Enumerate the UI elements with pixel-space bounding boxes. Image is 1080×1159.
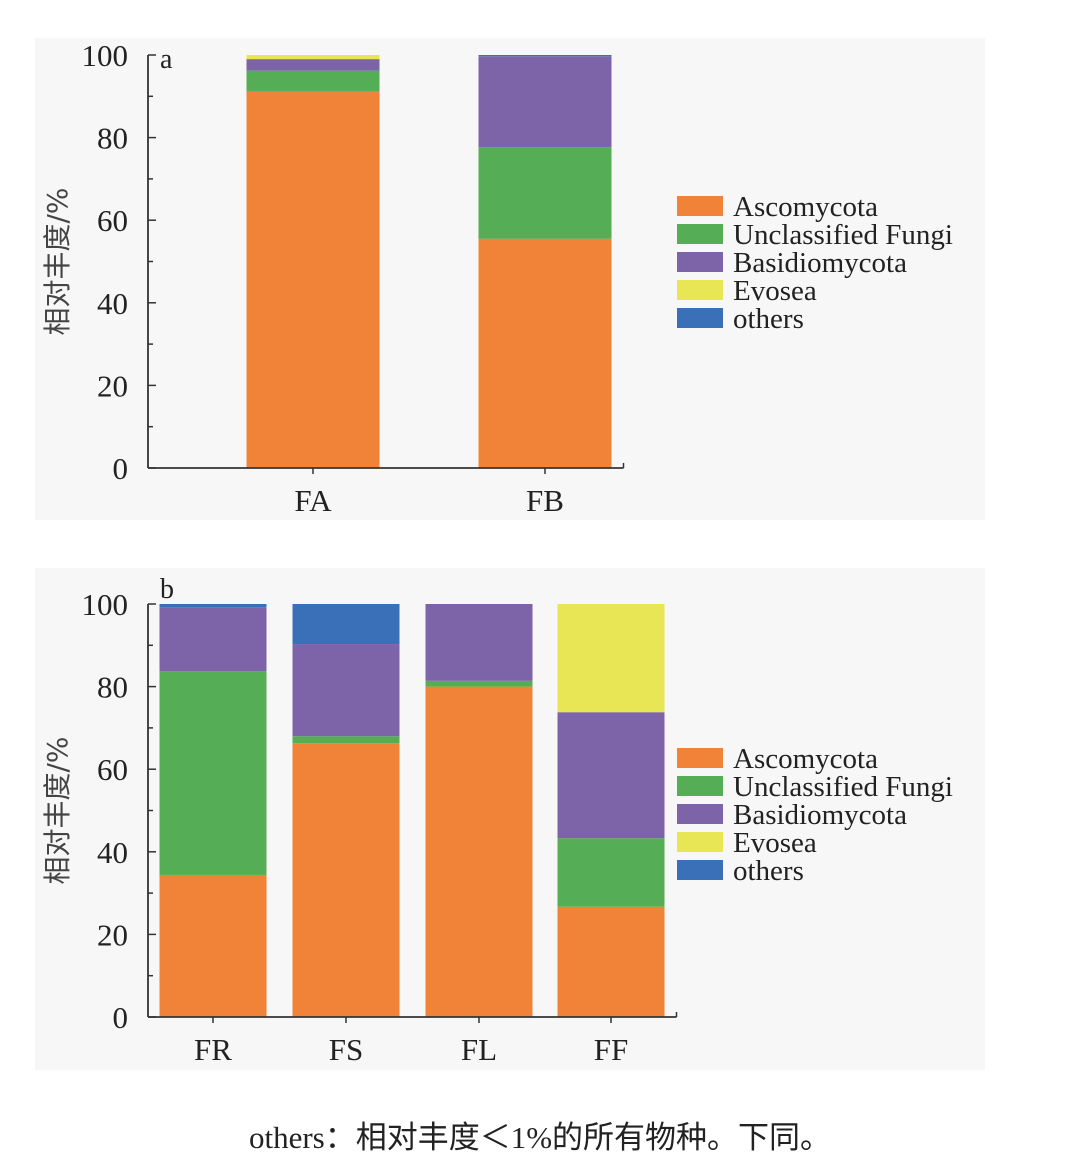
x-tick-label: FL — [461, 1032, 497, 1067]
bar-segment-ascomycota — [478, 238, 612, 468]
y-tick-label: 60 — [97, 203, 128, 238]
legend-swatch-evosea — [677, 280, 723, 300]
bar-segment-ascomycota — [246, 91, 380, 468]
bar-stack-fl — [425, 604, 533, 1017]
bar-segment-others — [159, 604, 267, 608]
legend-label: Ascomycota — [733, 191, 878, 223]
legend-swatch-ascomycota — [677, 748, 723, 768]
y-tick-label: 80 — [97, 670, 128, 705]
bar-segment-basidiomycota — [246, 59, 380, 71]
bar-segment-unclassified-fungi — [292, 736, 400, 744]
legend-swatch-others — [677, 308, 723, 328]
x-tick-label: FS — [329, 1032, 363, 1067]
bar-segment-basidiomycota — [425, 604, 533, 681]
bar-segment-basidiomycota — [292, 644, 400, 737]
panel-label: b — [160, 574, 174, 605]
legend-label: Evosea — [733, 275, 817, 307]
bar-segment-unclassified-fungi — [557, 838, 665, 907]
legend-swatch-basidiomycota — [677, 252, 723, 272]
y-tick-label: 100 — [82, 587, 129, 622]
bar-segment-unclassified-fungi — [159, 671, 267, 875]
stacked-bar-chart-a: FA FB 0 20 40 60 80 100 相对丰度/% a AscomycotaUnclass… — [41, 38, 953, 518]
bar-stack-fb — [478, 55, 612, 468]
bar-segment-ascomycota — [425, 686, 533, 1017]
x-tick-label: FB — [526, 483, 564, 518]
bar-stack-fr — [159, 604, 267, 1017]
bar-segment-ascomycota — [292, 743, 400, 1017]
bar-segment-others — [292, 604, 400, 645]
y-tick-label: 40 — [97, 286, 128, 321]
bar-segment-evosea — [557, 604, 665, 713]
legend-label: Evosea — [733, 827, 817, 859]
legend-label: Basidiomycota — [733, 247, 907, 279]
legend-swatch-unclassified-fungi — [677, 776, 723, 796]
bar-segment-ascomycota — [557, 906, 665, 1017]
legend-swatch-ascomycota — [677, 196, 723, 216]
x-tick-label: FR — [194, 1032, 232, 1067]
y-tick-label: 20 — [97, 368, 128, 403]
legend-swatch-others — [677, 860, 723, 880]
legend-label: Unclassified Fungi — [733, 219, 953, 251]
panel-label: a — [160, 44, 173, 75]
x-tick-label: FF — [594, 1032, 628, 1067]
y-tick-label: 80 — [97, 121, 128, 156]
y-tick-label: 60 — [97, 752, 128, 787]
bar-stack-fs — [292, 604, 400, 1017]
legend-swatch-basidiomycota — [677, 804, 723, 824]
y-tick-label: 40 — [97, 835, 128, 870]
legend-label: Unclassified Fungi — [733, 771, 953, 803]
y-axis-title: 相对丰度/% — [41, 187, 74, 335]
chart-panel-a: FA FB 0 20 40 60 80 100 相对丰度/% a Ascomycota Unclass… — [35, 38, 985, 520]
bar-segment-evosea — [246, 55, 380, 60]
y-axis-title: 相对丰度/% — [41, 736, 74, 884]
bar-segment-unclassified-fungi — [246, 70, 380, 92]
y-tick-label: 0 — [113, 1000, 129, 1035]
chart-panel-b: FR FS FL FF 0 20 40 60 80 100 相对丰度/% b Ascomycota Unc… — [35, 568, 985, 1070]
x-tick-label: FA — [294, 483, 332, 518]
legend-swatch-evosea — [677, 832, 723, 852]
y-tick-label: 20 — [97, 917, 128, 952]
bar-segment-unclassified-fungi — [425, 680, 533, 687]
bar-segment-unclassified-fungi — [478, 147, 612, 239]
bar-segment-basidiomycota — [557, 712, 665, 839]
bar-segment-others — [478, 55, 612, 57]
legend-label: others — [733, 303, 804, 335]
bar-segment-basidiomycota — [478, 56, 612, 148]
legend-label: others — [733, 855, 804, 887]
bar-stack-fa — [246, 55, 380, 468]
y-tick-label: 100 — [82, 38, 129, 73]
bar-stack-ff — [557, 604, 665, 1017]
legend-swatch-unclassified-fungi — [677, 224, 723, 244]
bar-segment-basidiomycota — [159, 607, 267, 672]
stacked-bar-chart-b: FR FS FL FF 0 20 40 60 80 100 相对丰度/% b AscomycotaUnc… — [41, 574, 953, 1067]
legend-label: Basidiomycota — [733, 799, 907, 831]
figure-caption: others：相对丰度＜1%的所有物种。下同。 — [248, 1120, 832, 1155]
legend-label: Ascomycota — [733, 743, 878, 775]
bar-segment-ascomycota — [159, 874, 267, 1017]
y-tick-label: 0 — [113, 451, 129, 486]
